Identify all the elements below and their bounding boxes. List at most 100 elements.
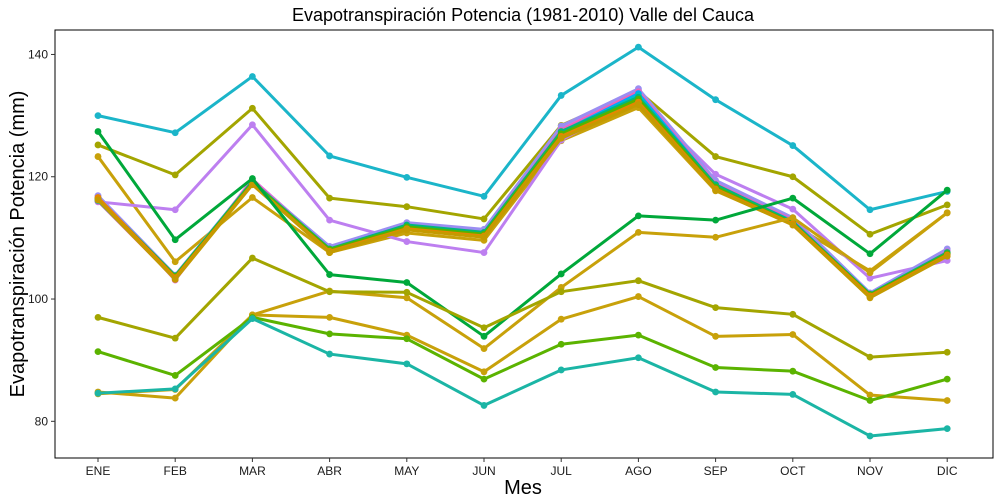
y-tick-label: 120 — [28, 170, 48, 184]
data-point — [171, 206, 179, 214]
data-point — [635, 354, 642, 362]
data-point — [403, 279, 411, 286]
data-point — [171, 129, 179, 137]
data-point — [480, 345, 488, 352]
data-point — [326, 330, 333, 338]
data-point — [866, 269, 874, 277]
data-point — [249, 194, 256, 201]
data-point — [249, 315, 256, 322]
series-serie-16 — [94, 254, 951, 361]
y-tick-label: 80 — [35, 414, 49, 428]
series-group — [94, 43, 951, 440]
data-point — [171, 385, 179, 393]
data-point — [480, 332, 488, 340]
data-point — [712, 233, 719, 241]
data-point — [249, 73, 256, 80]
data-point — [789, 221, 797, 229]
data-point — [171, 171, 179, 179]
series-line — [96, 317, 949, 438]
data-point — [557, 288, 565, 296]
data-point — [943, 425, 951, 433]
y-axis: 80 100 120 140 — [28, 47, 55, 428]
data-point — [326, 313, 333, 321]
data-point — [94, 128, 102, 135]
x-tick-label: NOV — [857, 464, 883, 478]
data-point — [403, 226, 411, 234]
data-point — [94, 153, 102, 160]
series-line — [96, 89, 949, 236]
data-point — [789, 331, 797, 338]
data-point — [249, 104, 256, 112]
data-point — [635, 331, 642, 339]
data-point — [326, 216, 333, 224]
data-point — [403, 238, 411, 245]
data-point — [249, 254, 256, 262]
data-point — [94, 196, 102, 204]
data-point — [94, 389, 102, 397]
data-point — [326, 249, 333, 256]
series-serie-13 — [94, 101, 951, 302]
data-point — [866, 274, 874, 282]
data-point — [249, 121, 256, 129]
y-axis-label: Evapotranspiración Potencia (mm) — [7, 91, 29, 398]
data-point — [712, 332, 719, 340]
data-point — [557, 92, 565, 99]
data-point — [403, 173, 411, 181]
data-point — [635, 293, 642, 300]
x-tick-label: MAY — [394, 464, 419, 478]
data-point — [480, 249, 488, 256]
series-serie-18 — [94, 313, 951, 404]
data-point — [557, 366, 565, 374]
x-tick-label: JUN — [472, 464, 495, 478]
data-point — [171, 334, 179, 342]
data-point — [712, 96, 719, 104]
x-tick-label: MAR — [239, 464, 266, 478]
series-line — [96, 88, 949, 299]
data-point — [94, 348, 102, 356]
data-point — [403, 360, 411, 368]
data-point — [789, 142, 797, 149]
series-serie-05 — [94, 86, 951, 301]
data-point — [171, 372, 179, 379]
series-serie-19 — [94, 315, 951, 440]
data-point — [635, 212, 642, 220]
data-point — [480, 368, 488, 376]
data-point — [866, 432, 874, 440]
data-point — [635, 277, 642, 285]
data-point — [94, 313, 102, 321]
series-line — [96, 295, 949, 403]
x-tick-label: DIC — [937, 464, 958, 478]
data-point — [943, 201, 951, 209]
data-point — [789, 214, 797, 222]
data-point — [866, 294, 874, 302]
data-point — [789, 310, 797, 318]
x-axis: ENE FEB MAR ABR MAY JUN JUL AGO SEP OCT NOV DIC — [86, 458, 958, 478]
data-point — [712, 170, 719, 178]
x-tick-label: ENE — [86, 464, 111, 478]
data-point — [943, 375, 951, 383]
data-point — [326, 152, 333, 160]
data-point — [171, 394, 179, 402]
series-line — [96, 103, 949, 300]
data-point — [403, 203, 411, 211]
data-point — [94, 112, 102, 119]
data-point — [712, 388, 719, 396]
data-point — [712, 186, 719, 194]
x-axis-label: Mes — [504, 477, 542, 499]
data-point — [866, 206, 874, 214]
data-point — [480, 324, 488, 332]
data-point — [789, 391, 797, 398]
data-point — [712, 304, 719, 311]
data-point — [480, 233, 488, 241]
data-point — [480, 402, 488, 409]
data-point — [712, 216, 719, 224]
data-point — [866, 353, 874, 361]
data-point — [635, 228, 642, 236]
data-point — [403, 294, 411, 302]
data-point — [480, 192, 488, 200]
data-point — [635, 101, 642, 108]
data-point — [480, 215, 488, 223]
y-tick-label: 140 — [28, 47, 48, 61]
data-point — [249, 175, 256, 182]
data-point — [789, 205, 797, 213]
